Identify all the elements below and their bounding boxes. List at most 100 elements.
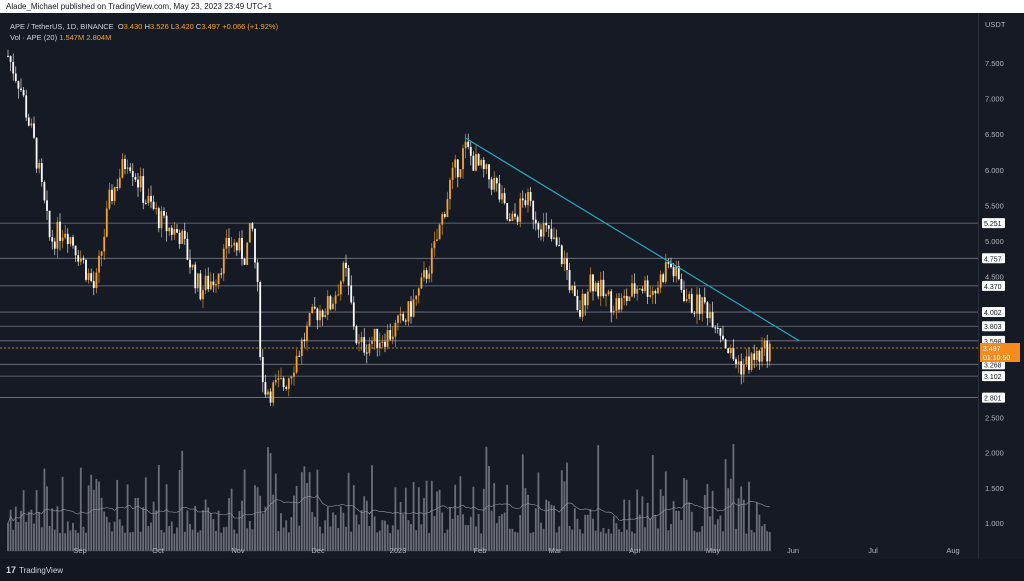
- volume-bar: [238, 511, 241, 552]
- volume-bar: [685, 479, 688, 552]
- volume-bar: [69, 530, 72, 552]
- candle-body: [108, 189, 111, 209]
- volume-bar: [142, 507, 145, 552]
- volume-bar: [72, 522, 74, 552]
- tradingview-logo-icon: 17: [6, 565, 17, 575]
- current-price-tag: [980, 343, 1020, 363]
- candle-body: [134, 176, 137, 180]
- candle-body: [342, 262, 345, 282]
- volume-bar: [267, 447, 269, 552]
- volume-bar: [550, 504, 553, 552]
- volume-bar: [79, 467, 82, 552]
- candle-body: [14, 73, 17, 81]
- volume-bar: [14, 506, 17, 552]
- volume-bar: [511, 528, 514, 552]
- volume-bar: [300, 472, 303, 552]
- candle-body: [498, 183, 501, 200]
- volume-bar: [98, 481, 100, 552]
- candle-body: [740, 361, 743, 375]
- volume-bar: [311, 511, 314, 552]
- volume-bar: [428, 533, 431, 552]
- volume-bar: [176, 527, 178, 552]
- level-tag-label: 4.370: [984, 284, 1002, 291]
- candle-body: [685, 299, 688, 302]
- volume-bar: [326, 507, 329, 552]
- volume-bar: [714, 524, 717, 552]
- candle-body: [194, 264, 197, 289]
- candle-body: [72, 237, 74, 246]
- volume-bar: [183, 531, 186, 552]
- candle-body: [417, 288, 420, 296]
- candle-body: [597, 282, 600, 297]
- candle-body: [677, 266, 680, 280]
- candle-body: [651, 291, 654, 295]
- price-chart-svg[interactable]: Sep Oct Nov Dec 2023 Feb Mar Apr May Jun Jul Aug: [0, 13, 1024, 559]
- candle-body: [324, 314, 327, 318]
- candle-body: [337, 294, 340, 296]
- candle-body: [722, 335, 724, 340]
- volume-bar: [454, 484, 457, 552]
- volume-bar: [464, 524, 467, 552]
- candle-body: [464, 141, 467, 149]
- time-tick-label: Dec: [311, 546, 325, 555]
- volume-bar: [724, 459, 727, 552]
- candle-body: [147, 195, 150, 204]
- price-axis[interactable]: USDT 7.500 7.000 6.500 6.000 5.500 5.000 4.500 2…: [978, 13, 1024, 559]
- volume-bar: [501, 514, 503, 552]
- volume-bar: [108, 522, 111, 552]
- candle-body: [477, 153, 480, 166]
- symbol-line: APE / TetherUS, 1D, BINANCE: [10, 22, 114, 31]
- volume-bar: [467, 525, 470, 552]
- vol-ma-polyline: [7, 495, 770, 524]
- time-tick-label: 2023: [390, 546, 407, 555]
- volume-bar: [547, 501, 550, 552]
- candle-body: [449, 179, 451, 200]
- volume-bar: [761, 526, 763, 552]
- price-tick-label: 5.000: [985, 237, 1004, 246]
- level-tag-label: 2.801: [984, 396, 1002, 403]
- tradingview-brand[interactable]: 17 TradingView: [6, 565, 63, 575]
- volume-bar: [651, 455, 654, 552]
- trendline[interactable]: [464, 137, 800, 342]
- candle-body: [40, 163, 43, 182]
- candle-body: [441, 213, 444, 225]
- volume-bar: [545, 499, 548, 552]
- candle-body: [745, 356, 748, 365]
- candle-body: [428, 273, 431, 279]
- candle-body: [555, 237, 558, 246]
- price-axis-svg[interactable]: USDT 7.500 7.000 6.500 6.000 5.500 5.000 4.500 2…: [979, 13, 1024, 559]
- volume-bar: [540, 522, 542, 552]
- candle-body: [121, 159, 124, 178]
- volume-bar: [750, 529, 753, 552]
- volume-bar: [735, 528, 737, 552]
- volume-bar: [277, 531, 280, 552]
- volume-bar: [677, 510, 680, 552]
- candle-body: [38, 163, 41, 169]
- candle-body: [753, 353, 756, 360]
- volume-bar: [425, 480, 428, 552]
- volume-bar: [316, 469, 319, 552]
- candle-body: [131, 170, 134, 177]
- volume-bar: [649, 518, 652, 552]
- volume-bar: [215, 530, 217, 552]
- volume-bar: [620, 532, 623, 552]
- volume-bar: [482, 488, 485, 552]
- volume-bar: [573, 508, 576, 552]
- level-tag-label: 5.251: [984, 221, 1002, 228]
- candle-body: [693, 312, 696, 314]
- candle-body: [69, 237, 72, 245]
- candle-body: [563, 258, 566, 265]
- volume-tick-label: 2.500: [985, 413, 1004, 422]
- current-price-label: 3.497: [983, 346, 1001, 353]
- vol-value: 1.547M: [59, 33, 85, 42]
- candle-body: [358, 342, 360, 344]
- volume-bar: [443, 532, 446, 552]
- candle-body: [103, 236, 106, 252]
- candle-body: [599, 279, 602, 297]
- chart-area[interactable]: Sep Oct Nov Dec 2023 Feb Mar Apr May Jun Jul Aug: [0, 13, 1024, 559]
- candle-body: [378, 342, 381, 348]
- volume-bar: [217, 510, 220, 552]
- candle-body: [755, 350, 758, 360]
- candle-body: [633, 283, 636, 294]
- volume-tick-label: 1.500: [985, 484, 1004, 493]
